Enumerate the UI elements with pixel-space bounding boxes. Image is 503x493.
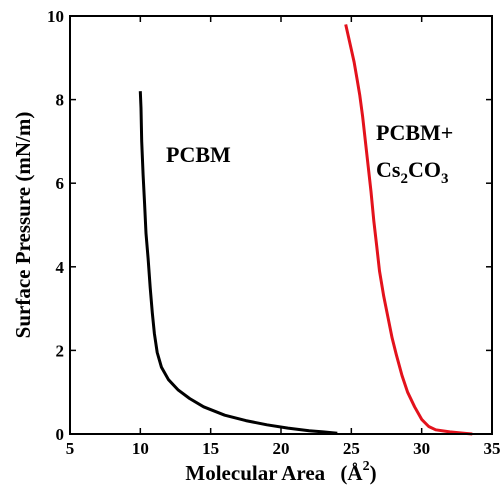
series-label-mix-line2: Cs2CO3 bbox=[376, 157, 448, 187]
series-line-0 bbox=[138, 91, 338, 435]
x-axis-title: Molecular Area (Å2) bbox=[185, 459, 376, 485]
x-axis-title-unit-sup: 2 bbox=[363, 459, 370, 474]
series-label-mix-cs: Cs bbox=[376, 157, 401, 182]
x-tick-label: 20 bbox=[273, 439, 290, 458]
y-tick-label: 6 bbox=[56, 174, 65, 193]
series-label-mix-line1: PCBM+ bbox=[376, 120, 453, 145]
x-axis-title-unit-close: ) bbox=[370, 461, 377, 485]
y-tick-label: 2 bbox=[56, 341, 65, 360]
y-axis-title: Surface Pressure (mN/m) bbox=[11, 112, 35, 339]
y-tick-label: 10 bbox=[47, 7, 64, 26]
y-tick-label: 0 bbox=[56, 425, 65, 444]
x-tick-label: 10 bbox=[132, 439, 149, 458]
x-tick-label: 5 bbox=[66, 439, 75, 458]
x-axis-title-main: Molecular Area bbox=[185, 461, 325, 485]
axis-ticks: 5 10 15 20 25 30 35 0 2 4 6 8 10 bbox=[47, 7, 501, 458]
series-label-pcbm: PCBM bbox=[166, 142, 231, 167]
x-tick-label: 25 bbox=[343, 439, 360, 458]
series-label-mix-co: CO bbox=[408, 157, 441, 182]
series-label-mix-sub3: 3 bbox=[441, 171, 449, 187]
x-tick-label: 30 bbox=[413, 439, 430, 458]
series-line-1 bbox=[344, 24, 473, 436]
y-tick-label: 4 bbox=[56, 258, 65, 277]
y-tick-label: 8 bbox=[56, 91, 65, 110]
x-tick-label: 15 bbox=[202, 439, 219, 458]
series-label-mix-sub2: 2 bbox=[400, 171, 408, 187]
x-axis-title-unit: (Å bbox=[340, 461, 363, 485]
plot-area bbox=[138, 24, 473, 436]
x-tick-label: 35 bbox=[484, 439, 501, 458]
